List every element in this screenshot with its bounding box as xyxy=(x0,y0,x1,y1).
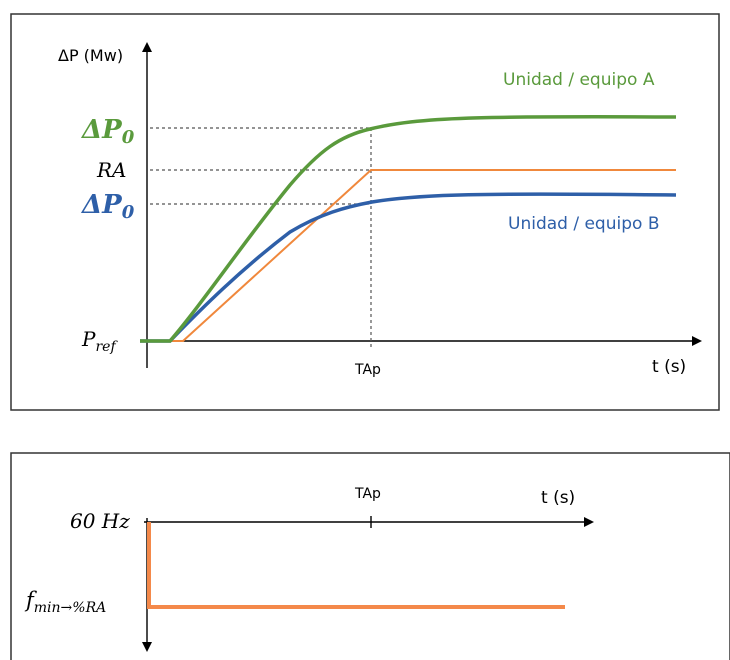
curve-unit-a xyxy=(140,114,677,343)
label-delta-p0-a: ΔP0 xyxy=(80,115,135,148)
bottom-panel-frame xyxy=(10,452,730,660)
curve-b-label: Unidad / equipo B xyxy=(508,214,659,234)
label-fmin: fmin→%RA xyxy=(24,588,106,616)
label-ra: RA xyxy=(96,158,127,182)
top-x-axis-label: t (s) xyxy=(652,357,686,377)
label-delta-p0-b: ΔP0 xyxy=(80,190,135,223)
curve-unit-b xyxy=(140,192,677,343)
bottom-panel: TAp t (s) 60 Hz fmin→%RA xyxy=(10,452,730,660)
frequency-trace xyxy=(147,522,565,609)
top-tap-label: TAp xyxy=(354,362,381,378)
top-panel: ΔP (Mw) ΔP0 RA ΔP0 Pref Unidad / equipo … xyxy=(10,13,720,411)
bottom-x-axis-label: t (s) xyxy=(541,488,575,508)
curve-a-label: Unidad / equipo A xyxy=(503,70,655,90)
bottom-tap-label: TAp xyxy=(354,486,381,502)
top-panel-frame xyxy=(10,13,720,411)
label-60hz: 60 Hz xyxy=(70,509,130,533)
y-axis-label: ΔP (Mw) xyxy=(58,46,123,65)
label-pref: Pref xyxy=(81,327,118,355)
